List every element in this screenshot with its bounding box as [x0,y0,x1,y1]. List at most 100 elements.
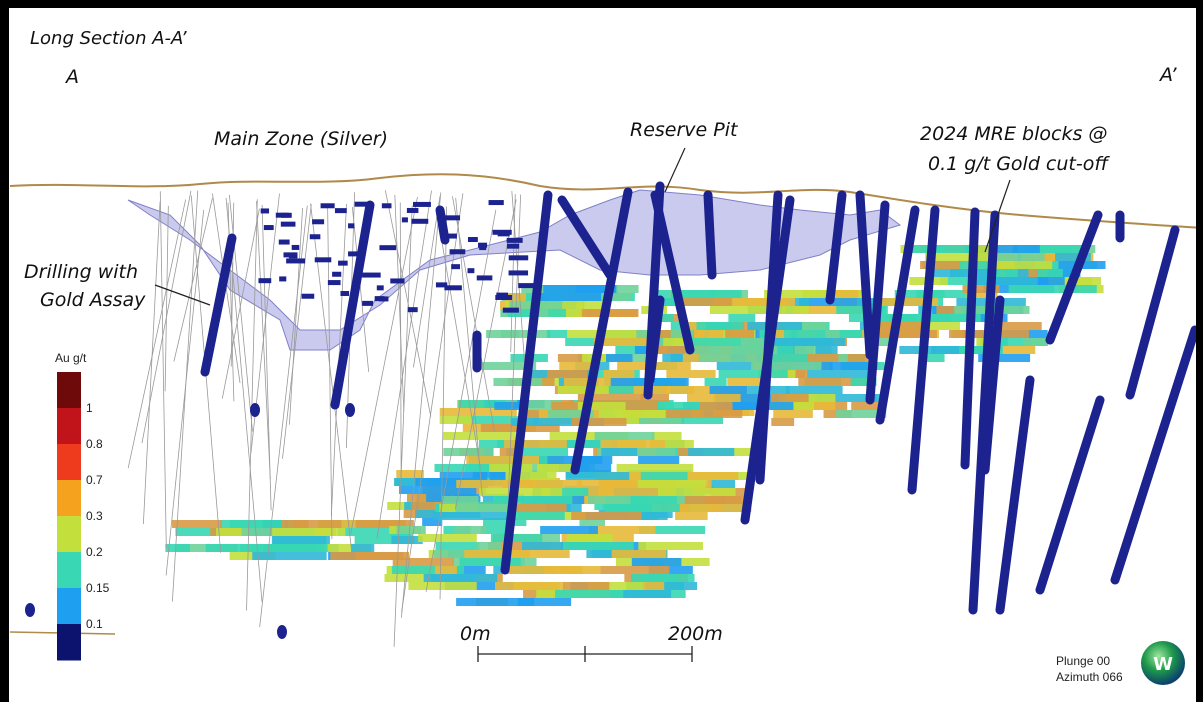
block [793,306,872,314]
legend-swatch [57,552,81,589]
assay-interval [278,239,290,245]
assay-interval [379,296,389,302]
assay-interval [327,280,341,286]
block [577,402,626,410]
plunge: Plunge 00 [1056,654,1110,668]
drill-hole [645,295,665,385]
mre-pointer [984,179,1011,253]
block [399,486,477,494]
block [588,526,656,534]
drill-trace [256,201,271,480]
drill-trace [225,197,263,602]
block [517,598,572,606]
block [396,470,424,478]
block [575,285,604,293]
block [616,464,694,472]
block [443,448,494,456]
assay-interval [508,270,529,276]
assay-interval [446,233,457,239]
legend-swatch [57,588,81,625]
assay-interval [390,278,405,284]
block [483,518,527,526]
block [916,290,970,298]
block [684,496,742,504]
legend-title: Au g/t [55,351,87,365]
block [709,386,748,394]
block [560,566,583,574]
drill-hole [703,190,717,280]
block [740,338,764,346]
block [500,330,551,338]
block [453,566,486,574]
block [418,534,477,542]
block [442,496,479,504]
block [688,448,735,456]
drill-hole [330,200,375,410]
mre-blocks [165,245,1106,606]
block [330,552,404,560]
block [970,277,1038,285]
orientation-globe [1141,641,1185,685]
block [651,504,712,512]
assay-interval [348,251,364,257]
title: Long Section A-A’ [30,28,187,49]
block [456,480,521,488]
drill-trace [393,205,413,647]
block [252,552,327,560]
legend-swatch [57,624,81,661]
drill-trace [171,190,199,602]
block [688,472,739,480]
block [718,370,788,378]
block [605,504,680,512]
assay-interval [451,264,461,270]
reserve-pit-label: Reserve Pit [630,119,739,141]
block [640,394,669,402]
block [507,309,534,317]
drill-hole [1110,325,1200,585]
block [600,566,670,574]
assay-interval [291,244,300,250]
block [868,330,937,338]
assay-interval [263,225,274,231]
drill-end [345,403,355,417]
block [978,354,1031,362]
block [631,558,682,566]
assay-interval [260,208,270,214]
block [940,277,992,285]
frame-right [1196,0,1203,702]
block [1023,338,1048,346]
drill-end [277,625,287,639]
block [1055,253,1091,261]
block [782,306,809,314]
drill-trace [127,199,187,469]
block [505,448,569,456]
block [652,432,682,440]
block [969,245,995,253]
block [931,269,989,277]
assay-interval [334,208,347,214]
assay-interval [508,255,529,261]
block [576,301,607,309]
block [486,330,520,338]
drill-hole [875,205,920,425]
block [806,362,878,370]
block [565,472,630,480]
block [764,290,835,298]
block [851,402,885,410]
block [638,456,680,464]
drilling-label-1: Drilling with [24,261,138,283]
assay-interval [444,285,462,291]
block [709,306,786,314]
mre-label-1: 2024 MRE blocks @ [920,123,1107,145]
assay-interval [467,268,475,274]
block [579,518,605,526]
assay-interval [286,258,306,264]
drill-hole [650,190,695,355]
block [490,534,542,542]
block [836,354,877,362]
block [656,346,712,354]
block [986,322,1042,330]
assay-interval [496,292,508,298]
drill-hole [825,190,847,305]
reserve-pit-pointer [664,147,686,193]
